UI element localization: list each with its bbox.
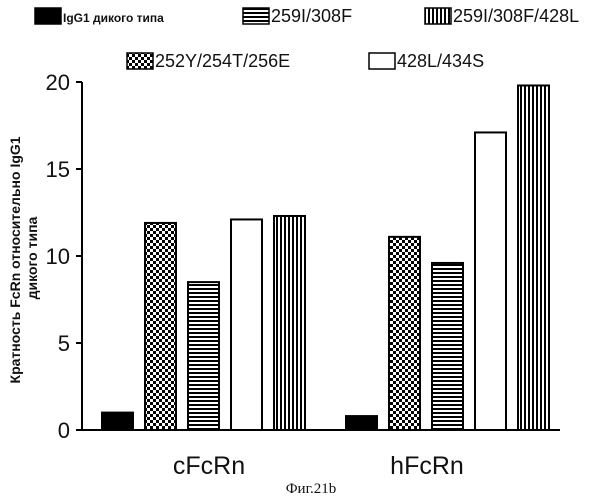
legend-swatch [127, 53, 153, 69]
bar-cfcrn-series-4 [231, 219, 262, 430]
category-label: hFcRn [390, 452, 464, 480]
bar-hfcrn-series-5 [518, 85, 549, 430]
bar-cfcrn-series-3 [188, 282, 219, 430]
y-axis-label: Кратность FcRn относительно IgG1 дикого … [7, 133, 40, 384]
legend-label: IgG1 дикого типа [63, 11, 164, 25]
legend-label: 428L/434S [397, 51, 484, 71]
bar-cfcrn-series-1 [102, 413, 133, 430]
category-label: cFcRn [173, 452, 245, 480]
y-axis-label-line-1: Кратность FcRn относительно IgG1 [7, 136, 23, 383]
legend-label: 259I/308F/428L [453, 6, 579, 26]
y-tick-label: 0 [58, 418, 70, 443]
y-tick-label: 15 [46, 157, 70, 182]
legend-label: 259I/308F [271, 6, 352, 26]
bar-cfcrn-series-2 [145, 223, 176, 430]
legend: IgG1 дикого типа 252Y/254T/256E 259I/308F 4… [35, 6, 579, 71]
y-tick-label: 5 [58, 331, 70, 356]
legend-swatch [35, 8, 61, 24]
bar-hfcrn-series-1 [346, 416, 377, 430]
bar-hfcrn-series-4 [475, 132, 506, 430]
figure-caption: Фиг.21b [286, 481, 337, 497]
bar-hfcrn-series-3 [432, 263, 463, 430]
y-tick-label: 20 [46, 70, 70, 95]
category-labels: cFcRn hFcRn [173, 452, 464, 480]
bar-hfcrn-series-2 [389, 237, 420, 430]
legend-swatch [425, 8, 451, 24]
y-tick-label: 10 [46, 244, 70, 269]
bars [102, 85, 549, 430]
y-axis-label-line-2: дикого типа [24, 216, 40, 299]
bar-cfcrn-series-5 [274, 216, 305, 430]
legend-swatch [369, 53, 395, 69]
legend-label: 252Y/254T/256E [155, 51, 290, 71]
legend-swatch [243, 8, 269, 24]
y-ticks: 0 5 10 15 20 [46, 70, 82, 443]
